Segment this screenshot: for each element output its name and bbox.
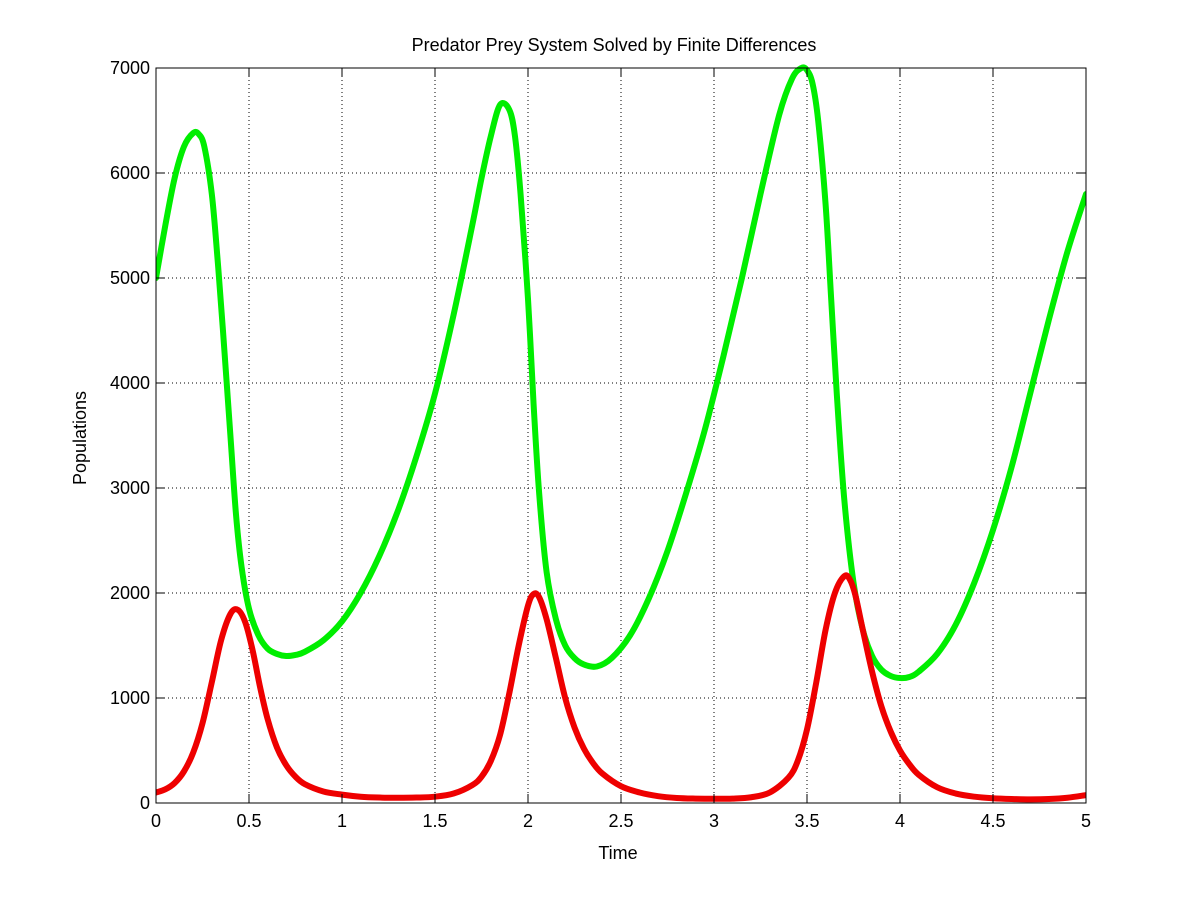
x-tick-label: 0 (151, 811, 161, 831)
y-tick-label: 5000 (110, 268, 150, 288)
x-tick-label: 5 (1081, 811, 1091, 831)
x-tick-label: 0.5 (236, 811, 261, 831)
y-tick-label: 7000 (110, 58, 150, 78)
series-layer (156, 64, 1086, 803)
x-tick-label: 3.5 (794, 811, 819, 831)
x-axis-label: Time (598, 843, 637, 863)
y-tick-label: 2000 (110, 583, 150, 603)
x-tick-label: 2.5 (608, 811, 633, 831)
x-tick-label: 4 (895, 811, 905, 831)
x-tick-label: 4.5 (980, 811, 1005, 831)
ticks (155, 67, 1087, 804)
series-line-red (156, 572, 1086, 803)
y-axis-label: Populations (70, 391, 90, 485)
tick-labels: 0 0.5 1 1.5 2 2.5 3 3.5 4 4.5 5 0 1000 2000 3000 4000 50… (110, 58, 1091, 831)
y-tick-label: 4000 (110, 373, 150, 393)
y-tick-label: 3000 (110, 478, 150, 498)
y-tick-label: 1000 (110, 688, 150, 708)
y-tick-label: 6000 (110, 163, 150, 183)
x-tick-label: 1 (337, 811, 347, 831)
chart-title: Predator Prey System Solved by Finite Di… (412, 35, 817, 55)
series-line-green (156, 64, 1086, 682)
x-tick-label: 3 (709, 811, 719, 831)
x-tick-label: 2 (523, 811, 533, 831)
y-tick-label: 0 (140, 793, 150, 813)
x-tick-label: 1.5 (422, 811, 447, 831)
